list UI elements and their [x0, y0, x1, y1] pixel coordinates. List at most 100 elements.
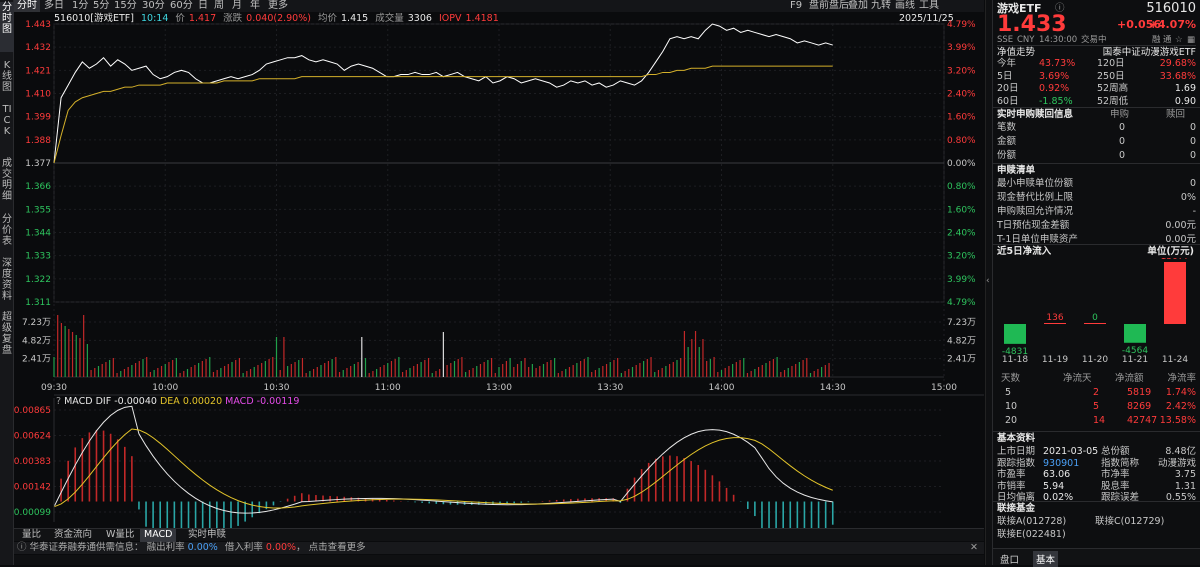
tab-depth-data[interactable]: 深度资料: [2, 258, 12, 302]
period-5min[interactable]: 5分: [93, 0, 110, 11]
nav-trend-label[interactable]: 净值走势: [997, 47, 1036, 58]
quote-side-panel: 游戏ETF ⓘ 516010 1.433 +0.056 +4.07% SSE C…: [992, 0, 1200, 567]
overlay-button[interactable]: 叠加: [848, 0, 868, 11]
tab-price-table[interactable]: 分价表: [2, 214, 12, 247]
subscribe-value: 0: [1119, 150, 1126, 161]
draw-line-button[interactable]: 画线: [895, 0, 915, 11]
intraday-chart[interactable]: 1.443 4.79% 1.432 3.99% 1.421 3.20% 1.410 2.40%…: [14, 12, 984, 528]
list-section-title: 申赎清单: [993, 163, 1200, 176]
period-more[interactable]: 更多: [268, 0, 288, 11]
close-icon[interactable]: ✕: [970, 542, 978, 553]
list-row-value: 0: [1189, 178, 1196, 189]
subscribe-value: 0: [1119, 136, 1126, 147]
collapse-arrow-icon[interactable]: ‹: [986, 276, 990, 286]
pre-post-market-button[interactable]: 盘前盘后: [809, 0, 849, 11]
tab-order-book[interactable]: 盘口: [1000, 555, 1020, 566]
linked-fund-c[interactable]: 联接C(012729): [1095, 516, 1165, 527]
dea-label: DEA: [159, 396, 180, 407]
pct-tick-label: 2.40%: [947, 229, 976, 239]
pct-tick-label: 3.20%: [947, 66, 976, 76]
list-row-label: T-1日单位申赎资产: [997, 234, 1078, 245]
price-tick-label: 1.410: [25, 90, 51, 100]
tab-intraday[interactable]: 分时图: [0, 2, 14, 52]
tab-fund-flow[interactable]: 资金流向: [54, 529, 93, 540]
period-year[interactable]: 年: [250, 0, 260, 11]
stat-flow-rate: 13.58%: [1159, 415, 1196, 426]
pct-tick-label: 0.80%: [947, 182, 976, 192]
period-month[interactable]: 月: [232, 0, 242, 11]
redeem-row: 份额 0 0: [997, 149, 1196, 162]
redeem-value: 0: [1189, 150, 1196, 161]
flow-value-label: 136: [1046, 313, 1063, 323]
tab-tick[interactable]: TICK: [2, 104, 12, 137]
stat-days: 20: [1005, 415, 1018, 426]
macd-header: ? MACD DIF -0.00040 DEA 0.00020 MACD -0.…: [56, 396, 299, 407]
perf-value-2: 0.90: [1174, 95, 1196, 107]
margin-status-bar[interactable]: ⓘ 华泰证券融券通供需信息： 融出利率 0.00% 借入利率 0.00%， 点击…: [14, 542, 984, 554]
pct-tick-label: 3.20%: [947, 252, 976, 262]
nine-turn-button[interactable]: 九转: [871, 0, 891, 11]
symbol-code: 516010[游戏ETF]: [54, 13, 134, 24]
period-week[interactable]: 周: [214, 0, 224, 11]
list-row-label: 申购赎回允许情况: [997, 206, 1074, 217]
basic-label-2: 市净率: [1101, 469, 1130, 480]
period-toolbar: 分时 多日 1分 5分 15分 30分 60分 日 周 月 年 更多 F9 盘前…: [14, 0, 984, 12]
tab-kline[interactable]: K线图: [2, 60, 12, 93]
tab-super-replay[interactable]: 超级复盘: [2, 312, 12, 356]
linked-fund-a[interactable]: 联接A(012728): [997, 516, 1067, 527]
change-label: 涨跌: [223, 13, 243, 24]
flow-value-label: 0: [1092, 313, 1098, 323]
macd-value: -0.00119: [256, 396, 300, 407]
list-row-value: -: [1192, 206, 1196, 217]
period-intraday[interactable]: 分时: [14, 0, 40, 12]
period-60min[interactable]: 60分: [170, 0, 193, 11]
info-icon: ⓘ: [17, 542, 27, 553]
help-icon[interactable]: ?: [56, 396, 62, 407]
tab-macd[interactable]: MACD: [140, 529, 177, 542]
period-30min[interactable]: 30分: [142, 0, 165, 11]
price-tick-label: 1.355: [25, 205, 51, 215]
basic-label-2: 总份额: [1101, 446, 1130, 457]
price-tick-label: 1.333: [25, 252, 51, 262]
time-tick-label: 14:00: [709, 383, 735, 393]
price-tick-label: 1.366: [25, 182, 51, 192]
period-1min[interactable]: 1分: [72, 0, 89, 11]
see-more-link[interactable]: 点击查看更多: [308, 542, 366, 553]
time-tick-label: 10:00: [152, 383, 178, 393]
fund-name: 游戏ETF: [997, 2, 1042, 15]
grid-icon[interactable]: ▦: [1187, 35, 1196, 45]
panel-divider[interactable]: ‹: [985, 0, 992, 565]
redeem-row: 笔数 0 0: [997, 121, 1196, 134]
redeem-row: 金额 0 0: [997, 135, 1196, 148]
redeem-value: 0: [1189, 122, 1196, 133]
subscribe-col: 申购: [1110, 109, 1130, 120]
flow-bar: [1164, 262, 1186, 324]
redeem-title: 实时申购赎回信息: [997, 109, 1074, 120]
indicator-tab-bar: 量比 资金流向 W量比 MACD 实时申赎: [14, 528, 984, 542]
basic-label: 市盈率: [997, 469, 1026, 480]
avg-price-line: [53, 65, 833, 164]
tools-button[interactable]: 工具: [919, 0, 939, 11]
period-multi-day[interactable]: 多日: [44, 0, 64, 11]
f9-button[interactable]: F9: [790, 0, 803, 11]
star-icon[interactable]: ☆: [1175, 35, 1183, 45]
time-tick-label: 11:00: [375, 383, 401, 393]
basic-row: 市销率 5.94 股息率 1.31: [997, 480, 1196, 493]
redeem-row-label: 笔数: [997, 122, 1017, 133]
basic-value-2: 动漫游戏: [1157, 457, 1196, 469]
tab-realtime-redeem[interactable]: 实时申赎: [188, 529, 227, 540]
currency: CNY: [1017, 35, 1035, 45]
period-15min[interactable]: 15分: [114, 0, 137, 11]
stat-col-flow-rate: 净流率: [1167, 373, 1196, 384]
linked-fund-e[interactable]: 联接E(022481): [997, 529, 1066, 540]
horizontal-scrollbar[interactable]: [14, 555, 984, 565]
tab-w-volume-ratio[interactable]: W量比: [106, 529, 135, 540]
tab-trade-detail[interactable]: 成交明细: [2, 158, 12, 202]
volume-tick-label: 4.82万: [22, 336, 51, 346]
period-day[interactable]: 日: [198, 0, 208, 11]
tab-basic[interactable]: 基本: [1033, 551, 1059, 567]
perf-value: 0.92%: [1039, 83, 1070, 94]
tab-volume-ratio[interactable]: 量比: [22, 529, 42, 540]
flow-bar: [1084, 323, 1106, 324]
info-circle-icon[interactable]: ⓘ: [1055, 3, 1065, 14]
